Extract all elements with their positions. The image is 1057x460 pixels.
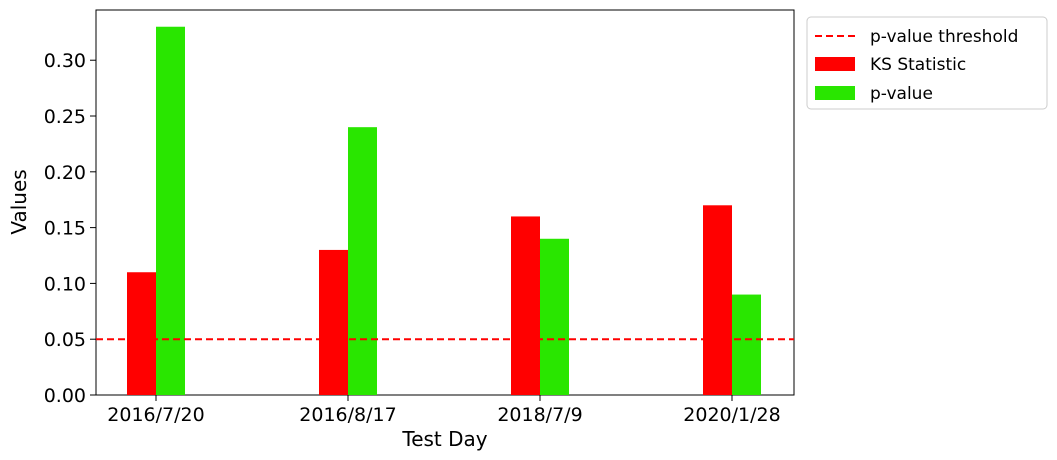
plot-area: 0.000.050.100.150.200.250.30 2016/7/20 20… bbox=[44, 9, 795, 426]
legend-swatch-ks-statistic bbox=[815, 57, 855, 71]
x-tick-label: 2018/7/9 bbox=[497, 404, 582, 426]
plot-frame bbox=[95, 9, 795, 396]
bar-p-value-1 bbox=[156, 26, 185, 395]
bars bbox=[127, 26, 761, 395]
y-tick-label: 0.05 bbox=[44, 329, 86, 351]
bar-p-value-4 bbox=[732, 294, 761, 395]
x-tick-label: 2016/7/20 bbox=[107, 404, 204, 426]
y-tick-label: 0.25 bbox=[44, 106, 86, 128]
bar-ks-statistic-3 bbox=[511, 216, 540, 395]
y-tick-label: 0.00 bbox=[44, 385, 86, 407]
legend-label-threshold: p-value threshold bbox=[870, 27, 1018, 47]
legend-label-ks-statistic: KS Statistic bbox=[870, 55, 966, 75]
x-axis-ticks: 2016/7/20 2016/8/17 2018/7/9 2020/1/28 bbox=[107, 395, 781, 426]
y-axis-label: Values bbox=[7, 169, 31, 234]
x-tick-label: 2016/8/17 bbox=[299, 404, 396, 426]
y-tick-label: 0.20 bbox=[44, 162, 86, 184]
bar-ks-statistic-2 bbox=[319, 249, 348, 395]
bar-p-value-2 bbox=[348, 127, 377, 395]
y-tick-label: 0.15 bbox=[44, 218, 86, 240]
legend-label-p-value: p-value bbox=[870, 84, 933, 104]
legend-swatch-p-value bbox=[815, 86, 855, 100]
bar-p-value-3 bbox=[540, 238, 569, 395]
x-axis-label: Test Day bbox=[401, 427, 487, 451]
y-axis-ticks: 0.00 0.05 0.10 0.15 0.20 0.25 0.30 bbox=[44, 50, 96, 407]
bar-ks-statistic-1 bbox=[127, 272, 156, 395]
y-tick-label: 0.10 bbox=[44, 273, 86, 295]
x-tick-label: 2020/1/28 bbox=[683, 404, 780, 426]
legend-frame bbox=[806, 16, 1048, 110]
legend: p-value threshold KS Statistic p-value bbox=[806, 16, 1048, 110]
bar-ks-statistic-4 bbox=[703, 205, 732, 395]
y-tick-label: 0.30 bbox=[44, 50, 86, 72]
